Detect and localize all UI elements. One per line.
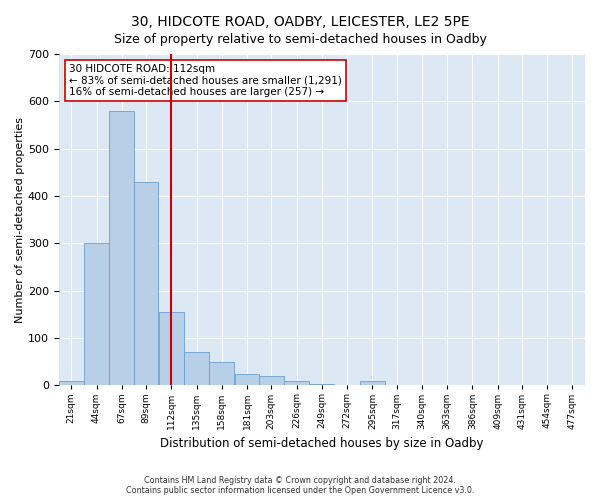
Bar bbox=[84, 244, 109, 386]
X-axis label: Distribution of semi-detached houses by size in Oadby: Distribution of semi-detached houses by … bbox=[160, 437, 484, 450]
Text: 30, HIDCOTE ROAD, OADBY, LEICESTER, LE2 5PE: 30, HIDCOTE ROAD, OADBY, LEICESTER, LE2 … bbox=[131, 15, 469, 29]
Bar bbox=[360, 380, 385, 386]
Text: 30 HIDCOTE ROAD: 112sqm
← 83% of semi-detached houses are smaller (1,291)
16% of: 30 HIDCOTE ROAD: 112sqm ← 83% of semi-de… bbox=[69, 64, 342, 97]
Bar bbox=[259, 376, 284, 386]
Bar bbox=[134, 182, 158, 386]
Bar bbox=[235, 374, 259, 386]
Bar bbox=[109, 111, 134, 386]
Y-axis label: Number of semi-detached properties: Number of semi-detached properties bbox=[15, 116, 25, 322]
Bar bbox=[59, 380, 83, 386]
Bar bbox=[310, 384, 334, 386]
Bar bbox=[159, 312, 184, 386]
Text: Contains HM Land Registry data © Crown copyright and database right 2024.
Contai: Contains HM Land Registry data © Crown c… bbox=[126, 476, 474, 495]
Bar bbox=[284, 380, 309, 386]
Text: Size of property relative to semi-detached houses in Oadby: Size of property relative to semi-detach… bbox=[113, 32, 487, 46]
Bar bbox=[184, 352, 209, 386]
Bar bbox=[209, 362, 234, 386]
